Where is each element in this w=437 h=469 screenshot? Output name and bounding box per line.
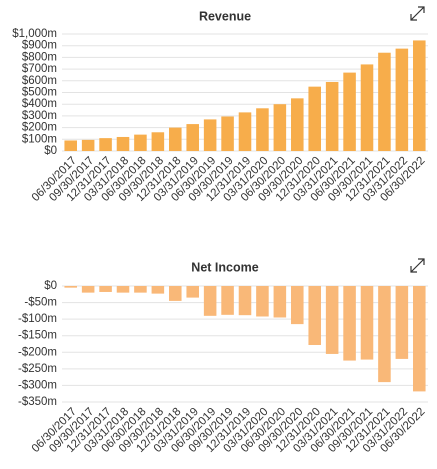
- y-tick-label: $800m: [22, 51, 57, 63]
- bar: [291, 98, 304, 151]
- bar: [325, 81, 339, 151]
- bar: [256, 286, 269, 317]
- bar: [308, 286, 321, 345]
- chart-title: Revenue: [199, 9, 251, 23]
- bar: [360, 286, 374, 360]
- y-tick-label: $900m: [22, 40, 57, 52]
- y-tick-label: -$300m: [18, 379, 57, 391]
- bar: [378, 286, 391, 383]
- bar: [256, 108, 269, 151]
- y-tick-label: -$200m: [18, 346, 57, 358]
- bar: [99, 138, 112, 151]
- y-tick-label: $500m: [22, 87, 57, 99]
- y-tick-label: $0: [44, 145, 57, 157]
- bar: [395, 48, 409, 151]
- bar: [116, 286, 130, 293]
- bar: [273, 104, 287, 151]
- bar: [134, 286, 147, 293]
- bar: [169, 127, 182, 151]
- bar: [134, 134, 147, 151]
- bar: [343, 286, 356, 361]
- bar: [203, 119, 217, 151]
- bar: [169, 286, 182, 301]
- bar: [308, 86, 321, 151]
- expand-icon[interactable]: [410, 6, 425, 21]
- bar: [116, 136, 130, 151]
- bar: [81, 139, 95, 151]
- bar: [238, 286, 252, 316]
- bar: [413, 286, 426, 392]
- y-tick-label: $0: [44, 280, 57, 292]
- y-tick-label: -$150m: [18, 330, 57, 342]
- bar: [343, 72, 356, 151]
- y-tick-label: $600m: [22, 75, 57, 87]
- bar: [378, 52, 391, 151]
- expand-icon[interactable]: [410, 258, 425, 273]
- bar: [151, 132, 165, 151]
- bar: [291, 286, 304, 325]
- bar: [99, 286, 112, 292]
- bar: [203, 286, 217, 316]
- y-tick-label: $1,000m: [12, 28, 57, 40]
- bar: [413, 40, 426, 152]
- bar: [64, 140, 77, 151]
- bar: [325, 286, 339, 354]
- chart-title: Net Income: [191, 260, 258, 274]
- y-tick-label: $400m: [22, 98, 57, 110]
- y-tick-label: $300m: [22, 110, 57, 122]
- y-tick-label: -$100m: [18, 313, 57, 325]
- bar: [360, 64, 374, 151]
- y-tick-label: -$50m: [24, 297, 57, 309]
- bar: [186, 124, 199, 151]
- y-tick-label: $700m: [22, 63, 57, 75]
- bar: [395, 286, 409, 359]
- bar: [221, 286, 234, 315]
- bar: [238, 112, 252, 151]
- y-tick-label: $100m: [22, 133, 57, 145]
- bar: [186, 286, 199, 298]
- y-tick-label: -$250m: [18, 363, 57, 375]
- bar: [221, 116, 234, 151]
- bar: [81, 286, 95, 293]
- bar: [64, 286, 77, 288]
- bar: [151, 286, 165, 294]
- bar: [273, 286, 287, 318]
- y-tick-label: $200m: [22, 122, 57, 134]
- y-tick-label: -$350m: [18, 396, 57, 408]
